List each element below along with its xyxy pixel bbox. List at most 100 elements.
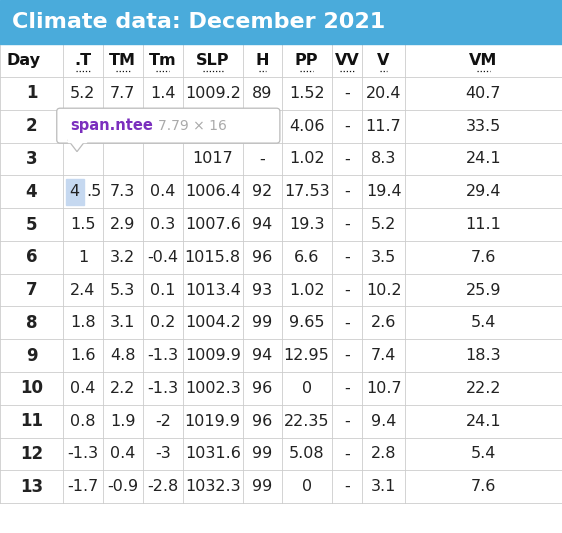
Text: span.ntee: span.ntee (70, 118, 153, 133)
Text: -: - (344, 447, 350, 462)
Text: -0.9: -0.9 (107, 479, 138, 494)
Text: -1.3: -1.3 (147, 381, 178, 396)
Text: 24.1: 24.1 (465, 414, 501, 429)
Text: 8: 8 (26, 314, 37, 332)
Text: 1.02: 1.02 (289, 151, 324, 166)
Text: 0.4: 0.4 (70, 381, 96, 396)
Text: 9.65: 9.65 (289, 316, 324, 330)
Text: 7.4: 7.4 (371, 348, 396, 363)
Text: .5: .5 (86, 184, 102, 199)
Text: V: V (377, 53, 390, 68)
Text: 11.7: 11.7 (366, 119, 401, 134)
Text: -: - (344, 282, 350, 297)
Text: 94: 94 (252, 217, 273, 232)
Text: .T: .T (74, 53, 92, 68)
Text: 0.1: 0.1 (150, 282, 175, 297)
Text: -1.7: -1.7 (67, 479, 98, 494)
Text: -1.3: -1.3 (147, 348, 178, 363)
Text: 1032.3: 1032.3 (185, 479, 241, 494)
Text: -: - (344, 184, 350, 199)
Text: 9.4: 9.4 (371, 414, 396, 429)
Text: 2: 2 (26, 117, 37, 135)
Text: 0.8: 0.8 (70, 414, 96, 429)
Text: -: - (344, 119, 350, 134)
Text: 33.5: 33.5 (466, 119, 501, 134)
Text: 1002.3: 1002.3 (185, 381, 241, 396)
Text: 7: 7 (26, 281, 37, 299)
Text: 5.3: 5.3 (110, 282, 135, 297)
Text: 1.9: 1.9 (110, 414, 135, 429)
Text: 7.6: 7.6 (470, 250, 496, 265)
Text: 7.7: 7.7 (110, 86, 135, 101)
Text: 2.9: 2.9 (110, 217, 135, 232)
Text: VV: VV (334, 53, 360, 68)
Text: -: - (344, 217, 350, 232)
Text: 5.2: 5.2 (371, 217, 396, 232)
Text: 4: 4 (70, 184, 80, 199)
Text: -: - (344, 348, 350, 363)
Text: 1031.6: 1031.6 (185, 447, 241, 462)
Text: 0.4: 0.4 (110, 447, 135, 462)
Text: 6.6: 6.6 (294, 250, 319, 265)
Text: 24.1: 24.1 (465, 151, 501, 166)
Text: 4: 4 (26, 183, 37, 201)
Text: 4.06: 4.06 (289, 119, 324, 134)
Text: 94: 94 (252, 348, 273, 363)
Text: 1009.9: 1009.9 (185, 348, 241, 363)
Text: -: - (344, 479, 350, 494)
Text: 5.4: 5.4 (470, 316, 496, 330)
Text: 1.5: 1.5 (70, 217, 96, 232)
Text: 1009.2: 1009.2 (185, 86, 241, 101)
Text: 13: 13 (20, 478, 43, 496)
Bar (66, 179, 84, 205)
Text: PP: PP (295, 53, 318, 68)
Text: -: - (344, 316, 350, 330)
Text: 1: 1 (78, 250, 88, 265)
Text: 5: 5 (26, 215, 37, 233)
Text: -2.8: -2.8 (147, 479, 178, 494)
Bar (0, 0, 562, 44)
Text: 2.6: 2.6 (371, 316, 396, 330)
Text: 99: 99 (252, 316, 273, 330)
Text: -: - (344, 86, 350, 101)
Text: 1.52: 1.52 (289, 86, 324, 101)
Text: 7.79 × 16: 7.79 × 16 (158, 119, 228, 133)
Text: 0.4: 0.4 (150, 184, 175, 199)
Text: -2: -2 (155, 414, 171, 429)
Text: 0.2: 0.2 (150, 316, 175, 330)
Text: 1004.2: 1004.2 (185, 316, 241, 330)
Text: 96: 96 (252, 250, 273, 265)
Text: -1.3: -1.3 (67, 447, 98, 462)
Text: 22.2: 22.2 (465, 381, 501, 396)
Text: 11: 11 (20, 412, 43, 430)
Text: 1017: 1017 (192, 151, 233, 166)
Text: 12: 12 (20, 445, 43, 463)
Text: 5.9: 5.9 (110, 119, 135, 134)
Polygon shape (68, 140, 86, 151)
Text: 5.08: 5.08 (289, 447, 324, 462)
Text: 29.4: 29.4 (465, 184, 501, 199)
Text: 7.3: 7.3 (110, 184, 135, 199)
Text: 40.7: 40.7 (465, 86, 501, 101)
Text: 10.2: 10.2 (366, 282, 401, 297)
Text: 6: 6 (26, 248, 37, 266)
Text: -: - (344, 381, 350, 396)
Text: 1.02: 1.02 (289, 282, 324, 297)
Text: 10: 10 (20, 379, 43, 398)
Text: 93: 93 (252, 282, 272, 297)
Text: 99: 99 (252, 447, 273, 462)
Text: 1.6: 1.6 (70, 348, 96, 363)
Text: 1015.8: 1015.8 (185, 250, 241, 265)
Text: VM: VM (469, 53, 497, 68)
Text: 18.3: 18.3 (465, 348, 501, 363)
Text: Tm: Tm (149, 53, 176, 68)
Text: 1.8: 1.8 (70, 316, 96, 330)
Text: 1007.6: 1007.6 (185, 217, 241, 232)
Text: 1019.9: 1019.9 (185, 414, 241, 429)
Text: 3.1: 3.1 (371, 479, 396, 494)
Text: 19.4: 19.4 (366, 184, 401, 199)
Text: -3: -3 (155, 447, 171, 462)
Text: 3.1: 3.1 (110, 316, 135, 330)
Text: 5.2: 5.2 (70, 86, 96, 101)
Text: 4.8: 4.8 (110, 348, 135, 363)
